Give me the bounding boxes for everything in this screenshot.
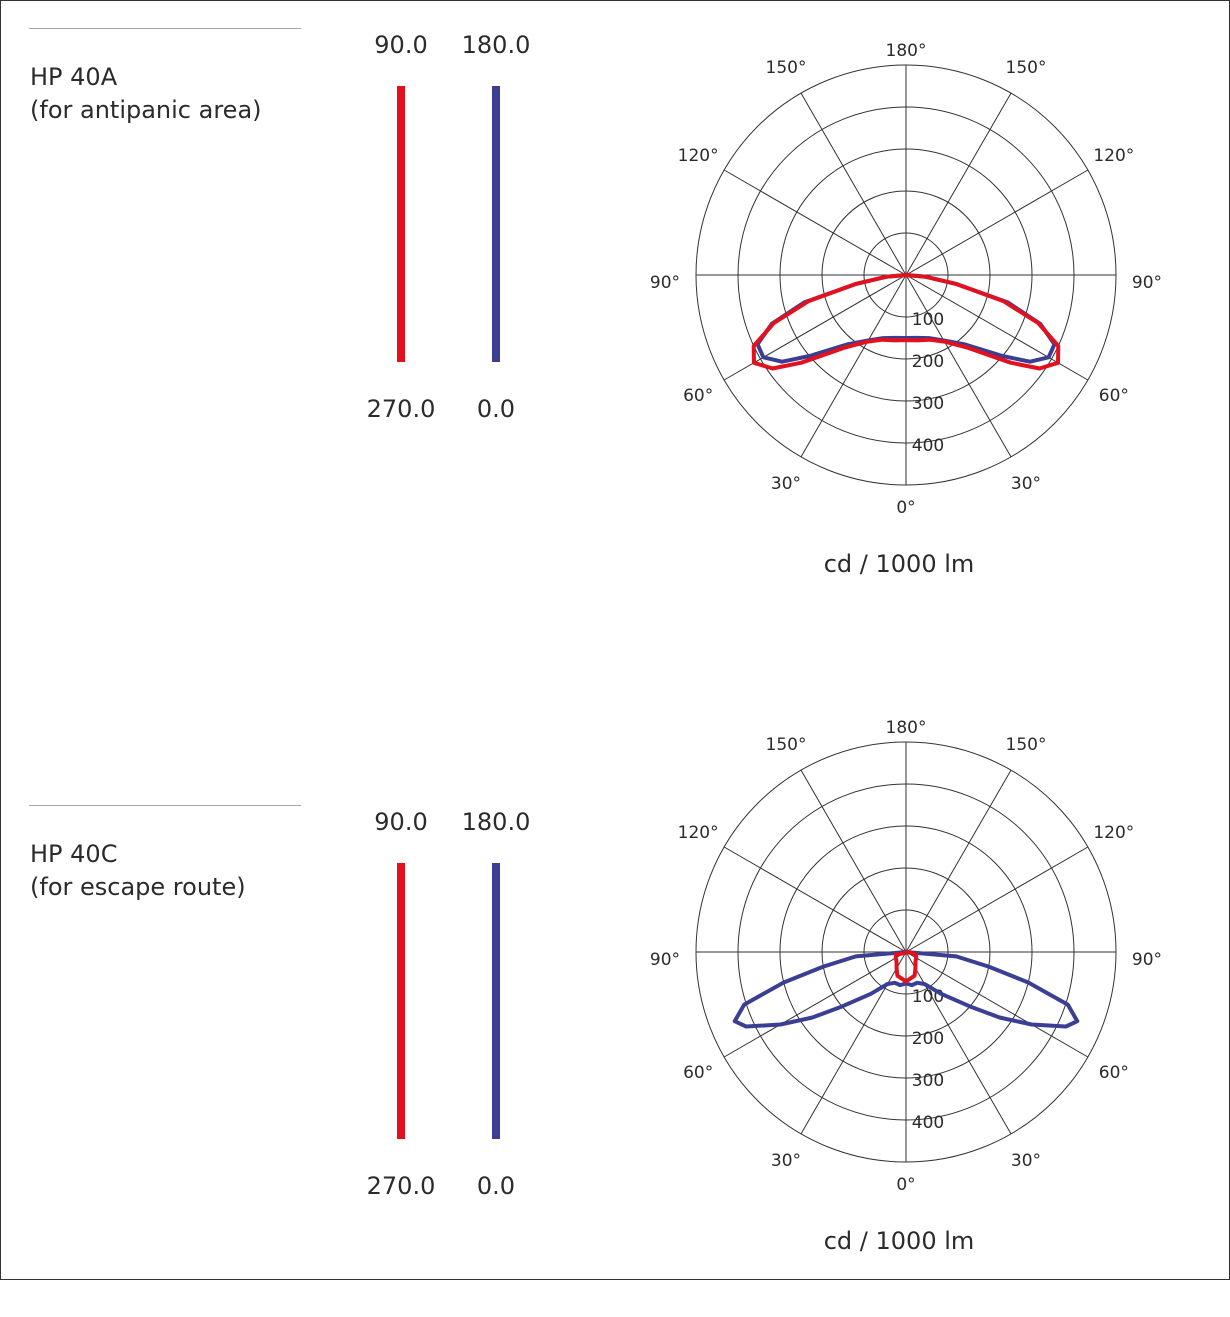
angle-label: 30°: [771, 474, 801, 494]
luminaire-subtitle: (for antipanic area): [30, 96, 262, 124]
legend-bottom-label-blue: 0.0: [476, 395, 516, 423]
angle-label: 60°: [683, 386, 713, 406]
radial-tick-label: 300: [912, 1071, 944, 1091]
radial-tick-label: 100: [912, 987, 944, 1007]
angle-label: 90°: [1132, 950, 1162, 970]
radial-tick-label: 400: [912, 1113, 944, 1133]
angle-label: 30°: [1011, 1151, 1041, 1171]
angle-label: 120°: [1093, 823, 1134, 843]
legend-top-label-blue: 180.0: [461, 808, 531, 836]
legend-bar-red: [397, 863, 405, 1139]
legend-bottom-label-red: 270.0: [366, 1172, 436, 1200]
angle-label: 0°: [896, 1175, 915, 1195]
angle-label: 180°: [886, 718, 927, 738]
angle-label: 120°: [678, 823, 719, 843]
angle-label: 120°: [1093, 146, 1134, 166]
angle-label: 90°: [1132, 273, 1162, 293]
section-divider: [29, 28, 301, 29]
legend-bar-blue: [492, 86, 500, 362]
legend-bar-red: [397, 86, 405, 362]
legend-top-label-blue: 180.0: [461, 31, 531, 59]
luminaire-subtitle: (for escape route): [30, 873, 246, 901]
angle-label: 30°: [1011, 474, 1041, 494]
legend-top-label-red: 90.0: [374, 808, 428, 836]
angle-label: 90°: [650, 950, 680, 970]
section-divider: [29, 805, 301, 806]
radial-tick-label: 100: [912, 310, 944, 330]
legend-bottom-label-blue: 0.0: [476, 1172, 516, 1200]
luminaire-name: HP 40C: [30, 840, 118, 868]
angle-label: 90°: [650, 273, 680, 293]
legend-bottom-label-red: 270.0: [366, 395, 436, 423]
angle-label: 150°: [766, 58, 807, 78]
radial-tick-label: 200: [912, 352, 944, 372]
luminaire-name: HP 40A: [30, 63, 118, 91]
legend-bar-blue: [492, 863, 500, 1139]
angle-label: 0°: [896, 498, 915, 518]
intensity-curve-red: [751, 273, 1061, 371]
radial-tick-label: 400: [912, 436, 944, 456]
angle-label: 150°: [766, 735, 807, 755]
angle-label: 120°: [678, 146, 719, 166]
radial-tick-label: 300: [912, 394, 944, 414]
polar-diagram: 180° 150° 150° 120° 120° 90° 90° 60° 60° 30° 30° 0°…: [650, 41, 1162, 518]
unit-label: cd / 1000 lm: [823, 1227, 975, 1255]
luminaire-title: HP 40A (for antipanic area): [30, 61, 262, 127]
unit-label: cd / 1000 lm: [823, 550, 975, 578]
angle-label: 30°: [771, 1151, 801, 1171]
angle-label: 180°: [886, 41, 927, 61]
intensity-curve-red: [893, 950, 919, 984]
angle-label: 150°: [1006, 58, 1047, 78]
luminaire-title: HP 40C (for escape route): [30, 838, 246, 904]
angle-label: 60°: [1099, 1063, 1129, 1083]
legend-top-label-red: 90.0: [374, 31, 428, 59]
angle-label: 60°: [1099, 386, 1129, 406]
diagram-frame: [0, 0, 1230, 1280]
polar-diagram: 180° 150° 150° 120° 120° 90° 90° 60° 60° 30° 30° 0°…: [650, 718, 1162, 1195]
luminaire-block-hp40c: HP 40C (for escape route) 90.0 180.0 270…: [0, 677, 1230, 1317]
luminaire-block-hp40a: HP 40A (for antipanic area) 90.0 180.0 2…: [0, 0, 1230, 640]
angle-label: 150°: [1006, 735, 1047, 755]
radial-tick-label: 200: [912, 1029, 944, 1049]
angle-label: 60°: [683, 1063, 713, 1083]
